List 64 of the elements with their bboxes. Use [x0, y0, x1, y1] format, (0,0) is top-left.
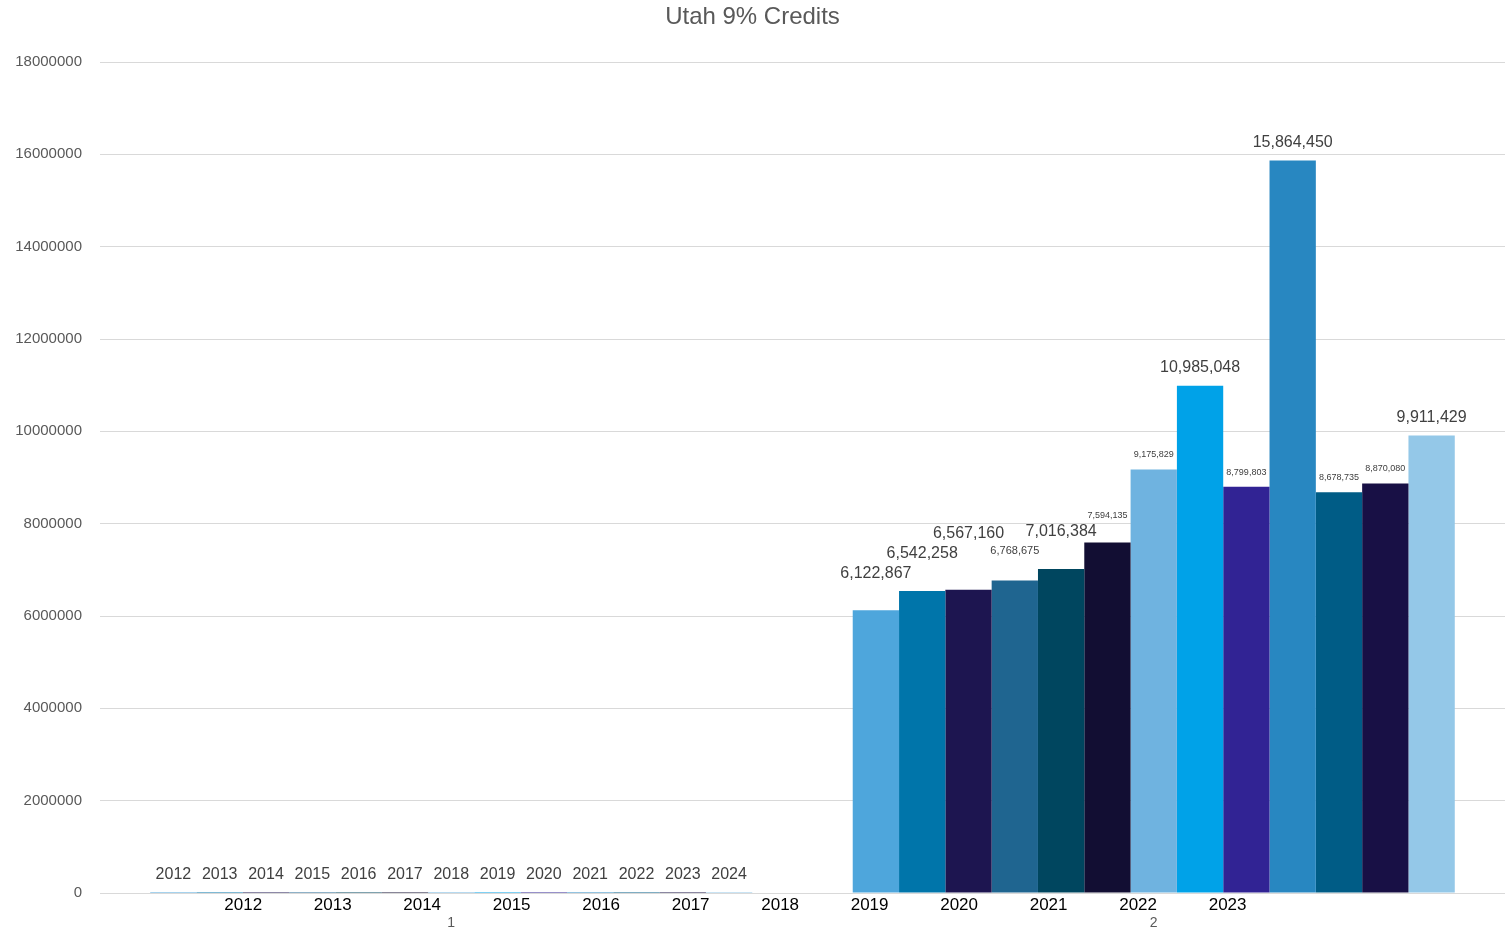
data-label: 6,768,675: [990, 544, 1040, 557]
bar: [1315, 492, 1363, 893]
bar: [899, 590, 946, 893]
text: 2012: [224, 894, 263, 914]
data-label: 2021: [572, 865, 609, 883]
y-tick-label: 18000000: [15, 52, 82, 70]
text: 2013: [313, 894, 352, 914]
data-label: 2023: [665, 865, 701, 883]
data-label: 15,864,450: [1252, 133, 1333, 150]
text: 2020: [940, 894, 979, 914]
data-label: 6,122,867: [840, 563, 912, 581]
text: 2019: [850, 894, 889, 914]
data-label: 2022: [618, 865, 655, 883]
y-tick-label: 16000000: [15, 144, 82, 162]
bar: [1130, 469, 1177, 893]
data-label: 9,175,829: [1133, 449, 1174, 460]
data-label: 2014: [248, 865, 284, 883]
bar: [1223, 486, 1270, 893]
y-tick-label: 2000000: [23, 790, 82, 808]
data-label: 2013: [201, 865, 238, 883]
data-label: 6,567,160: [932, 524, 1005, 542]
y-tick-label: 14000000: [15, 236, 82, 254]
data-label: 2016: [340, 865, 377, 883]
data-label: 9,911,429: [1396, 407, 1467, 425]
data-label: 8,678,735: [1318, 472, 1360, 483]
y-tick-label: 12000000: [15, 329, 82, 347]
bar: [1362, 483, 1409, 893]
text: 2022: [1119, 894, 1157, 914]
data-label: 8,870,080: [1365, 463, 1406, 474]
bar: [1176, 385, 1224, 893]
bar: [1084, 542, 1131, 893]
data-label: 2020: [526, 865, 562, 883]
x-tick-label: 1: [447, 914, 456, 931]
bar: [852, 610, 900, 893]
y-tick-label: 10000000: [15, 421, 82, 439]
text: 2023: [1208, 894, 1247, 914]
data-label: 6,542,258: [886, 544, 958, 562]
data-label: 2018: [433, 865, 470, 883]
y-tick-label: 6000000: [23, 606, 82, 624]
bar: [1037, 569, 1085, 893]
data-label: 2017: [387, 865, 423, 883]
data-label: 10,985,048: [1160, 358, 1241, 376]
bar: [945, 589, 992, 893]
text: 2021: [1029, 894, 1068, 914]
data-label: 2015: [294, 865, 331, 883]
bar: [1269, 160, 1316, 893]
text: 2014: [403, 894, 442, 914]
data-label: 8,799,803: [1226, 466, 1267, 477]
data-label: 2019: [479, 865, 516, 883]
x-tick-label: 2: [1149, 914, 1158, 931]
text: 2015: [492, 894, 531, 914]
text: 2016: [582, 894, 621, 914]
bar: [991, 580, 1038, 893]
data-label: 2012: [155, 865, 192, 883]
y-tick-label: 4000000: [23, 698, 82, 716]
y-tick-label: 8000000: [23, 513, 82, 531]
chart-title: Utah 9% Credits: [665, 2, 840, 30]
data-label: 7,594,135: [1087, 510, 1128, 521]
bar: [1408, 435, 1455, 893]
text: 2017: [671, 894, 710, 914]
data-label: 7,016,384: [1025, 522, 1097, 540]
data-label: 2024: [711, 865, 748, 883]
y-tick-label: 0: [73, 883, 82, 901]
text: 2018: [761, 894, 800, 914]
